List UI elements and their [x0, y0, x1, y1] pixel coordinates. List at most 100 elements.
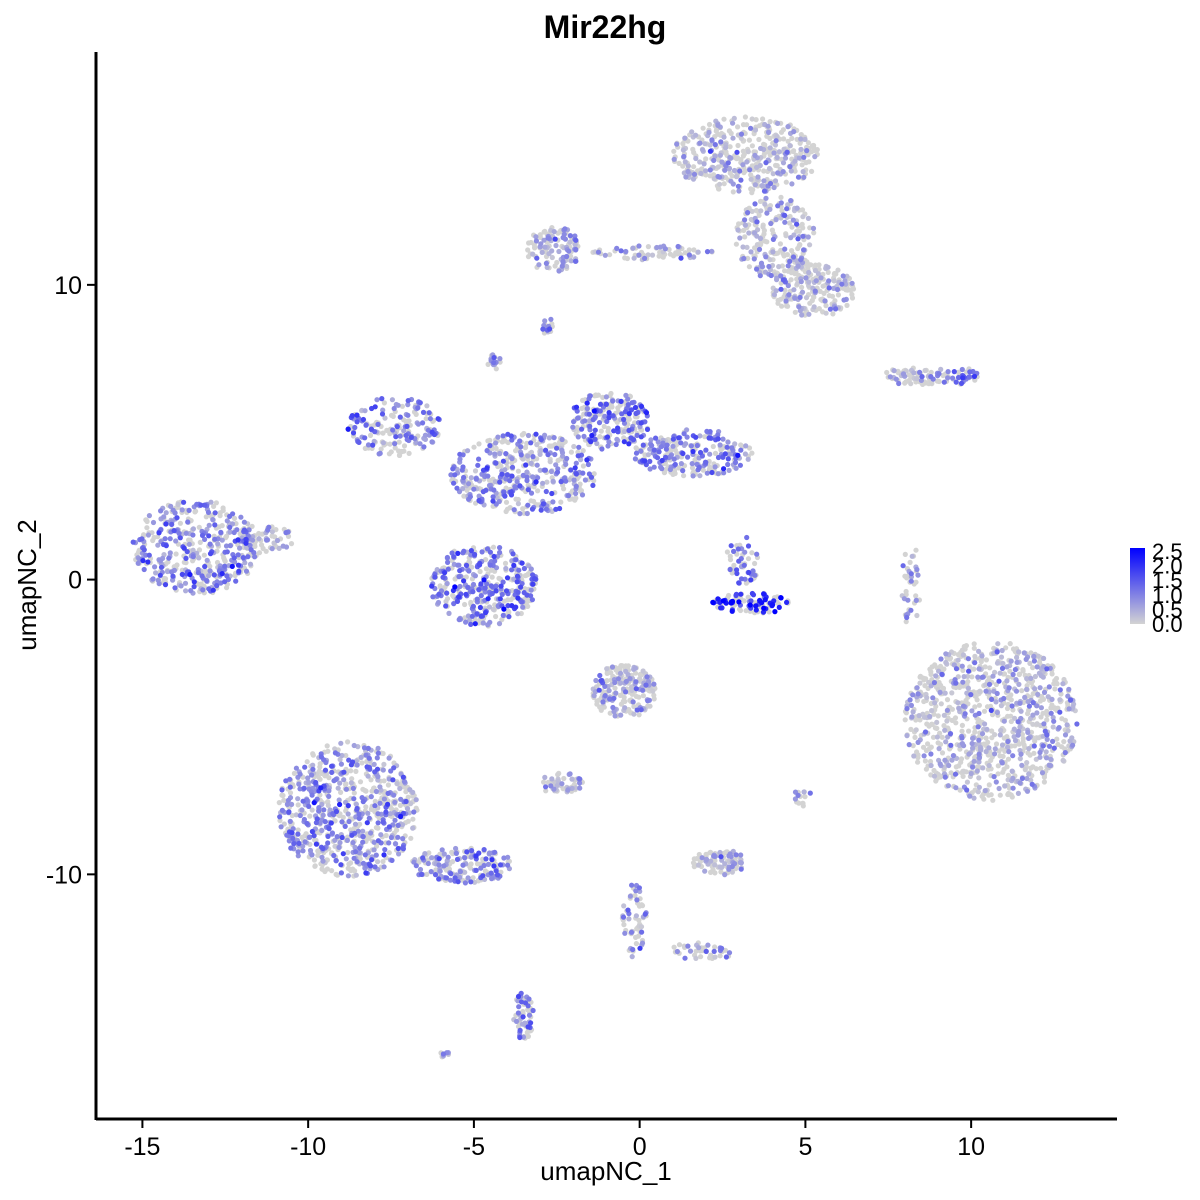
data-point — [1011, 726, 1017, 732]
data-point — [351, 796, 357, 802]
data-point — [544, 264, 550, 270]
data-point — [671, 944, 677, 950]
data-point — [543, 788, 549, 794]
data-point — [368, 806, 375, 812]
data-point — [796, 304, 802, 310]
data-point — [977, 688, 983, 695]
data-point — [706, 129, 712, 135]
data-point — [975, 724, 981, 730]
data-point — [989, 728, 995, 734]
data-point — [995, 771, 1001, 777]
data-point — [629, 882, 635, 888]
data-point — [908, 702, 915, 709]
data-point — [386, 755, 392, 761]
data-point — [942, 690, 948, 696]
data-point — [647, 703, 653, 709]
data-point — [489, 876, 495, 882]
data-point — [730, 181, 736, 187]
data-point — [563, 478, 569, 484]
data-point — [690, 473, 696, 479]
data-point — [953, 785, 959, 791]
data-point — [297, 812, 303, 819]
data-point — [227, 543, 233, 549]
data-point — [387, 441, 393, 447]
data-point — [256, 536, 262, 542]
data-point — [633, 934, 639, 941]
data-point — [822, 298, 828, 304]
data-point — [712, 944, 718, 950]
data-point — [732, 441, 738, 447]
data-point — [1047, 762, 1054, 769]
data-point — [476, 456, 482, 462]
data-point — [989, 696, 995, 703]
data-point — [1030, 700, 1036, 706]
data-point — [908, 726, 914, 733]
data-point — [417, 866, 424, 873]
data-point — [283, 544, 290, 550]
data-point — [288, 541, 295, 547]
data-point — [805, 234, 811, 240]
data-point — [746, 137, 753, 143]
data-point — [782, 246, 788, 252]
data-point — [520, 456, 526, 462]
data-point — [884, 369, 890, 376]
data-point — [717, 953, 723, 959]
data-point — [1004, 734, 1010, 740]
data-point — [711, 853, 717, 859]
data-point — [207, 568, 213, 574]
data-point — [1037, 685, 1043, 691]
data-point — [601, 423, 607, 430]
data-point — [614, 436, 620, 442]
data-point — [567, 477, 573, 483]
data-point — [340, 814, 346, 821]
data-point — [408, 835, 414, 841]
data-point — [1027, 752, 1033, 758]
data-point — [764, 210, 770, 216]
data-point — [707, 955, 713, 961]
data-point — [738, 157, 744, 163]
data-point — [742, 451, 749, 457]
data-point — [542, 318, 548, 324]
data-point — [1007, 641, 1013, 647]
data-point — [351, 790, 357, 796]
data-point — [319, 866, 325, 872]
data-point — [329, 830, 335, 836]
data-point — [636, 694, 642, 700]
data-point — [917, 673, 924, 679]
data-point — [353, 849, 359, 855]
data-point — [146, 513, 152, 519]
data-point — [812, 154, 818, 160]
data-point — [972, 729, 978, 735]
data-point — [177, 520, 183, 526]
data-point — [203, 514, 209, 520]
data-point — [768, 272, 774, 279]
data-point — [309, 792, 315, 798]
data-point — [740, 162, 746, 168]
data-point — [980, 765, 986, 771]
data-point — [533, 238, 540, 244]
data-point — [343, 856, 349, 862]
data-point — [697, 473, 703, 479]
data-point — [970, 745, 976, 751]
data-point — [175, 501, 181, 508]
data-point — [1020, 668, 1026, 674]
data-point — [756, 246, 763, 252]
data-point — [520, 1008, 526, 1015]
data-point — [959, 366, 965, 373]
data-point — [686, 247, 692, 253]
data-point — [698, 954, 704, 960]
data-point — [774, 277, 780, 283]
data-point — [522, 573, 528, 579]
data-point — [526, 1012, 533, 1018]
data-point — [440, 1051, 446, 1057]
data-point — [185, 519, 191, 525]
data-point — [345, 739, 351, 745]
data-point — [850, 286, 857, 292]
data-point — [632, 665, 639, 671]
data-point — [719, 945, 725, 952]
data-point — [798, 279, 804, 285]
data-point — [976, 717, 982, 723]
data-point — [770, 236, 777, 242]
data-point — [605, 425, 611, 431]
data-point — [907, 559, 913, 566]
